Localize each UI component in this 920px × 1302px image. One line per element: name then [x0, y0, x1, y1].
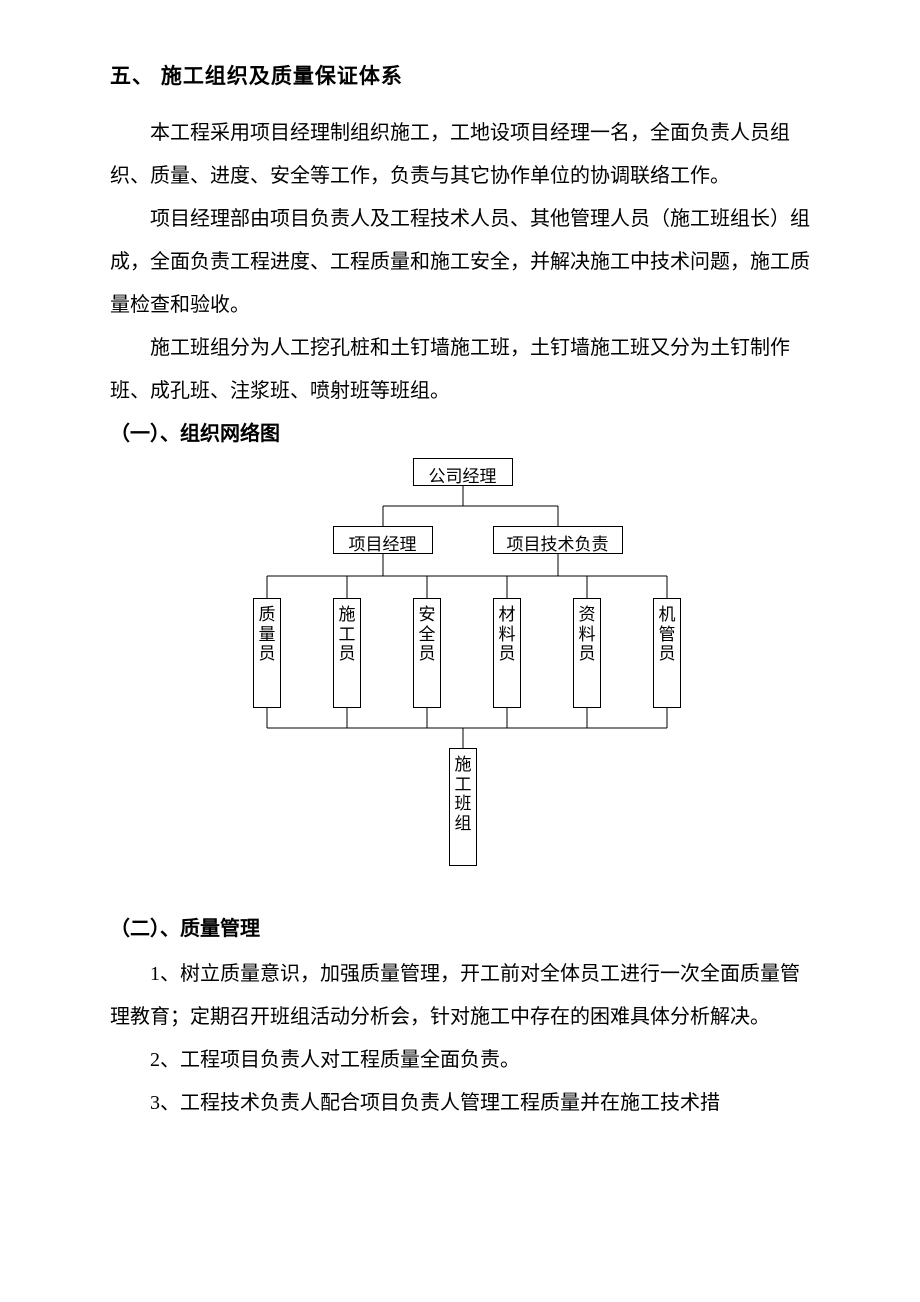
paragraph-6: 3、工程技术负责人配合项目负责人管理工程质量并在施工技术措	[110, 1082, 815, 1125]
paragraph-2: 项目经理部由项目负责人及工程技术人员、其他管理人员（施工班组长）组成，全面负责工…	[110, 198, 815, 327]
org-chart-container: 公司经理项目经理 项目技术负责质量员 施工员 安全员 材料员 资料员 机管员施工班组	[110, 458, 815, 908]
org-node-tech-lead: 项目技术负责	[493, 526, 623, 554]
org-node-project-manager: 项目经理	[333, 526, 433, 554]
org-node-safety: 安全员	[413, 598, 441, 708]
paragraph-1: 本工程采用项目经理制组织施工，工地设项目经理一名，全面负责人员组织、质量、进度、…	[110, 112, 815, 198]
org-node-machine: 机管员	[653, 598, 681, 708]
org-node-company-manager: 公司经理	[413, 458, 513, 486]
paragraph-5: 2、工程项目负责人对工程质量全面负责。	[110, 1039, 815, 1082]
paragraph-4: 1、树立质量意识，加强质量管理，开工前对全体员工进行一次全面质量管理教育；定期召…	[110, 953, 815, 1039]
subheading-2: （二）、质量管理	[110, 912, 815, 941]
org-node-material: 材料员	[493, 598, 521, 708]
org-node-quality: 质量员	[253, 598, 281, 708]
org-node-construction: 施工员	[333, 598, 361, 708]
org-chart: 公司经理项目经理 项目技术负责质量员 施工员 安全员 材料员 资料员 机管员施工班组	[213, 458, 713, 898]
paragraph-3: 施工班组分为人工挖孔桩和土钉墙施工班，土钉墙施工班又分为土钉制作班、成孔班、注浆…	[110, 327, 815, 413]
subheading-1: （一）、组织网络图	[110, 417, 815, 446]
section-heading: 五、 施工组织及质量保证体系	[110, 60, 815, 90]
org-node-construction-team: 施工班组	[449, 748, 477, 866]
org-node-data: 资料员	[573, 598, 601, 708]
